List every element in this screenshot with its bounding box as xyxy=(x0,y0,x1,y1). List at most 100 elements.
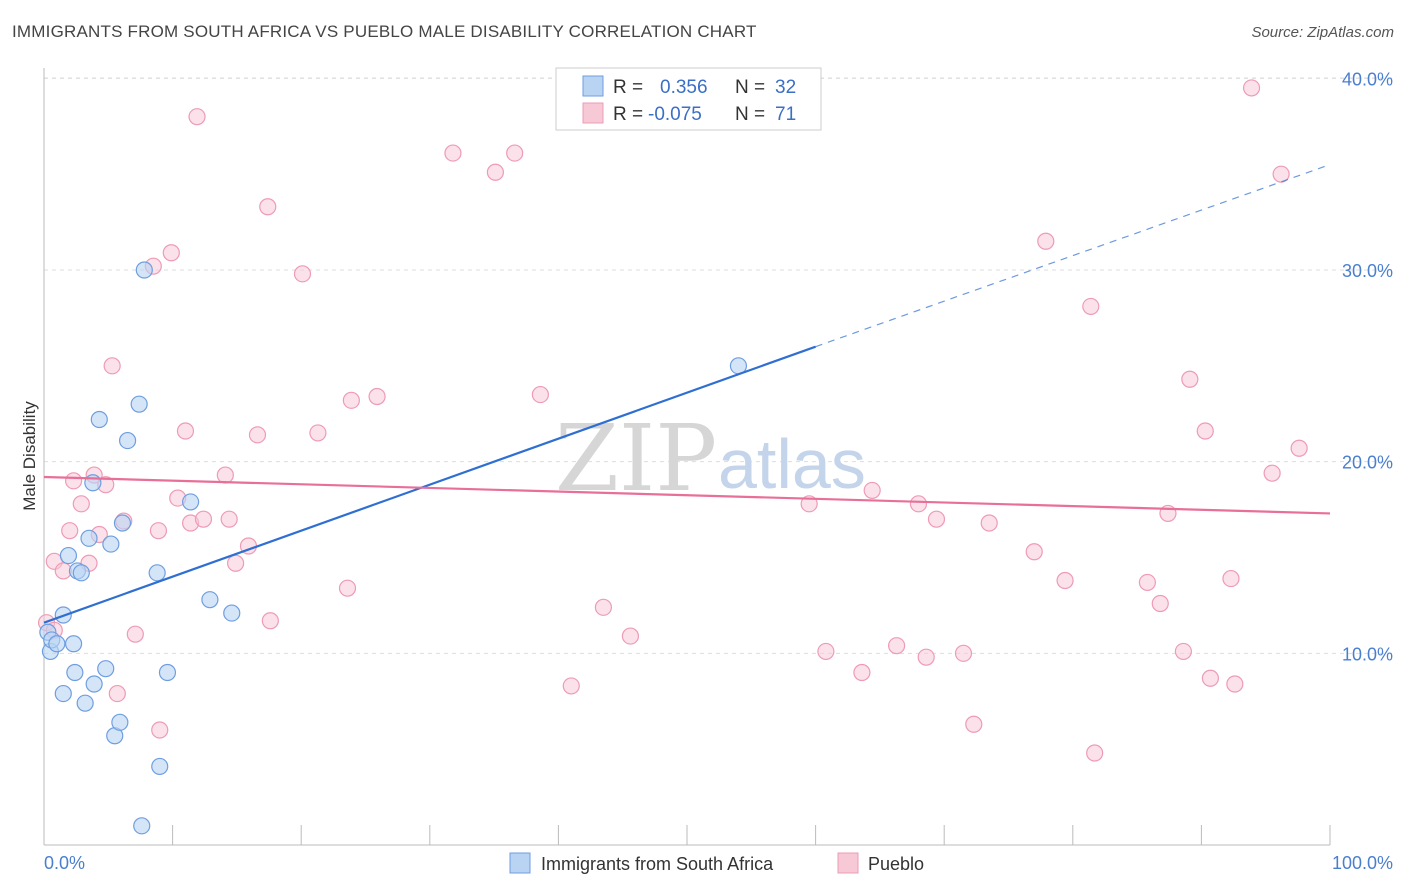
pueblo-point xyxy=(103,357,121,375)
south-africa-point xyxy=(223,604,241,622)
south-africa-point xyxy=(111,713,129,731)
south-africa-point xyxy=(148,564,166,582)
pueblo-point xyxy=(61,522,79,540)
south-africa-point xyxy=(158,663,177,682)
pueblo-point xyxy=(531,385,549,404)
pueblo-point xyxy=(1290,439,1308,457)
pueblo-point xyxy=(486,163,504,181)
south-africa-point xyxy=(64,635,83,653)
pueblo-point xyxy=(909,495,928,513)
x-tick-label-max: 100.0% xyxy=(1332,853,1393,873)
pueblo-point xyxy=(444,144,462,162)
pueblo-point xyxy=(108,684,126,703)
legend-n-value-pink: 71 xyxy=(775,104,796,125)
south-africa-point xyxy=(182,493,200,511)
y-axis-tick-labels: 10.0% 20.0% 30.0% 40.0% xyxy=(1342,69,1393,664)
south-africa-point xyxy=(118,431,137,450)
chart-title: IMMIGRANTS FROM SOUTH AFRICA VS PUEBLO M… xyxy=(12,22,757,41)
legend-swatch-blue xyxy=(582,75,604,97)
pueblo-point xyxy=(1174,642,1192,661)
legend-r-label-pink: R = xyxy=(613,104,643,125)
legend-r-value-blue: 0.356 xyxy=(660,77,708,98)
pueblo-point xyxy=(917,648,935,666)
pueblo-point xyxy=(1272,165,1290,183)
south-africa-point xyxy=(130,395,148,413)
pueblo-point xyxy=(1056,571,1074,590)
pueblo-point xyxy=(1037,232,1055,250)
south-africa-point xyxy=(76,694,94,712)
pueblo-trend-line xyxy=(43,475,1331,515)
pueblo-point xyxy=(216,466,234,484)
pueblo-point xyxy=(220,510,238,528)
legend-n-label-blue: N = xyxy=(735,77,765,98)
y-tick-label: 40.0% xyxy=(1342,69,1393,89)
pueblo-point xyxy=(1263,464,1281,482)
south-africa-point xyxy=(85,675,103,693)
south-africa-trend-line xyxy=(43,345,816,624)
pueblo-point xyxy=(188,108,206,126)
pueblo-point xyxy=(1201,669,1220,687)
pueblo-point xyxy=(594,598,613,616)
south-africa-point xyxy=(66,663,84,682)
south-africa-point xyxy=(90,410,108,429)
south-africa-point xyxy=(72,564,90,582)
south-africa-point xyxy=(135,261,153,279)
pueblo-point xyxy=(506,144,524,162)
pueblo-point xyxy=(1138,573,1156,592)
pueblo-point xyxy=(1181,370,1199,388)
pueblo-point xyxy=(64,472,83,490)
south-africa-point xyxy=(201,591,219,609)
pueblo-point xyxy=(1242,79,1261,97)
x-tick-label-min: 0.0% xyxy=(44,853,85,873)
pueblo-point xyxy=(1082,297,1100,316)
pueblo-point xyxy=(248,426,267,444)
series-legend-swatch-pink xyxy=(837,852,859,874)
pueblo-point xyxy=(1025,543,1043,561)
pueblo-point xyxy=(1226,675,1244,693)
pueblo-point xyxy=(965,715,983,733)
pueblo-point xyxy=(1086,744,1104,762)
south-africa-point xyxy=(48,635,66,653)
pueblo-point xyxy=(927,510,946,528)
watermark-atlas: atlas xyxy=(718,425,866,503)
pueblo-point xyxy=(309,424,327,442)
legend-n-label-pink: N = xyxy=(735,104,765,125)
pueblo-point xyxy=(194,510,213,528)
pueblo-point xyxy=(980,514,998,532)
pueblo-point xyxy=(149,522,168,540)
series-legend-swatch-blue xyxy=(509,852,531,874)
source-label: Source: ZipAtlas.com xyxy=(1251,24,1394,41)
pueblo-point xyxy=(227,554,245,572)
south-africa-trend-extension xyxy=(815,164,1331,348)
y-axis-label: Male Disability xyxy=(20,401,39,511)
pueblo-point xyxy=(293,265,312,283)
pueblo-point xyxy=(1151,594,1169,613)
pueblo-point xyxy=(261,612,279,630)
pueblo-point xyxy=(562,677,580,695)
pueblo-point xyxy=(954,644,973,662)
y-tick-label: 20.0% xyxy=(1342,453,1393,473)
y-tick-label: 10.0% xyxy=(1342,644,1393,664)
trend-lines xyxy=(43,164,1331,624)
south-africa-point xyxy=(113,514,132,532)
y-tick-label: 30.0% xyxy=(1342,261,1393,281)
pueblo-point xyxy=(259,198,277,216)
pueblo-point xyxy=(863,481,881,500)
pueblo-point xyxy=(1222,569,1240,588)
pueblo-point xyxy=(817,642,835,661)
south-africa-point xyxy=(80,529,98,547)
south-africa-point xyxy=(97,660,115,678)
pueblo-point xyxy=(1196,422,1214,440)
legend-r-label-blue: R = xyxy=(613,77,643,98)
correlation-legend: R = 0.356 N = 32 R = -0.075 N = 71 xyxy=(555,67,822,131)
legend-n-value-blue: 32 xyxy=(775,77,796,98)
pueblo-point xyxy=(888,637,906,655)
legend-swatch-pink xyxy=(582,102,604,124)
pueblo-point xyxy=(342,391,360,409)
pueblo-point xyxy=(151,721,169,739)
pueblo-point xyxy=(176,422,195,440)
pueblo-point xyxy=(338,579,357,597)
series-legend-label-pink: Pueblo xyxy=(868,854,924,874)
south-africa-point xyxy=(102,535,120,553)
